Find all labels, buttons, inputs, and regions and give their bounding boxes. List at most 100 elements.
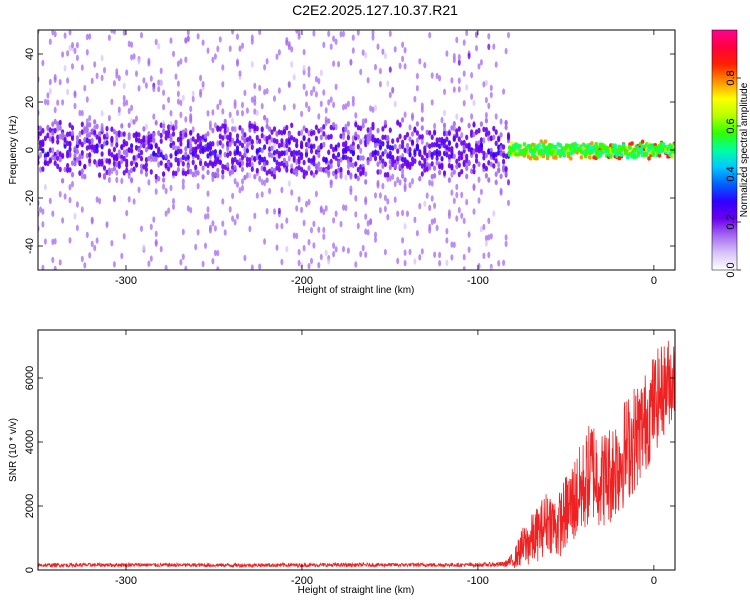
spectrogram-cell (302, 48, 306, 56)
spectrogram-cell (452, 169, 456, 175)
spectrogram-cell (216, 266, 220, 270)
spectrogram-cell (415, 85, 419, 92)
spectrogram-y-label: Frequency (Hz) (8, 116, 19, 185)
spectrogram-cell (120, 177, 124, 185)
spectrogram-cell (452, 135, 456, 142)
spectrogram-cell (260, 191, 264, 198)
spectrogram-cell (73, 91, 77, 99)
spectrogram-cell (137, 58, 141, 65)
spectrogram-cell (275, 159, 279, 166)
spectrogram-cell (199, 160, 203, 167)
spectrogram-cell (260, 102, 264, 110)
spectrogram-cell (376, 182, 380, 189)
spectrogram-cell (282, 129, 286, 135)
spectrogram-cell (388, 30, 392, 37)
spectrogram-cell (162, 177, 166, 183)
spectrogram-cell (241, 110, 244, 117)
spectrogram-cell (282, 162, 286, 168)
spectrogram-cell (263, 161, 267, 167)
spectrogram-cell (189, 207, 193, 214)
spectrogram-cell (139, 163, 144, 170)
spectrogram-cell (285, 160, 289, 167)
spectrogram-cell (295, 138, 299, 144)
spectrogram-cell (457, 162, 461, 168)
spectrogram-cell (440, 156, 444, 162)
spectrogram-cell (280, 258, 284, 266)
spectrogram-cell (403, 185, 407, 193)
spectrogram-cell (181, 178, 185, 185)
spectrogram-cell (253, 212, 257, 220)
spectrogram-cell (499, 173, 503, 180)
spectrogram-cell (238, 162, 242, 168)
spectrogram-cell (378, 81, 382, 88)
spectrogram-cell (341, 154, 346, 161)
spectrogram-cell (497, 144, 501, 151)
spectrogram-cell (537, 143, 541, 148)
spectrogram-cell (270, 152, 274, 159)
spectrogram-cell (304, 148, 309, 154)
spectrogram-cell (371, 151, 375, 158)
spectrogram-cell (272, 126, 277, 132)
spectrogram-cell (506, 132, 511, 139)
spectrogram-cell (378, 169, 382, 175)
spectrogram-cell (366, 138, 370, 145)
spectrogram-cell (423, 162, 427, 168)
spectrogram-cell (494, 129, 498, 135)
spectrogram-cell (327, 99, 331, 106)
spectrogram-cell (322, 208, 326, 216)
spectrogram-cell (208, 160, 212, 166)
spectrogram-cell (112, 128, 116, 135)
spectrogram-cell (241, 101, 244, 109)
spectrogram-cell (344, 154, 348, 161)
spectrogram-cell (479, 226, 483, 233)
spectrogram-cell (359, 147, 363, 154)
spectrogram-cell (494, 158, 498, 164)
spectrogram-cell (408, 124, 412, 131)
spectrogram-cell (167, 207, 171, 214)
spectrogram-cell (194, 152, 198, 158)
spectrogram-cell (455, 113, 459, 120)
spectrogram-cell (322, 167, 326, 173)
spectrogram-cell (430, 134, 434, 140)
spectrogram-cell (231, 30, 235, 35)
spectrogram-cell (337, 151, 341, 158)
spectrogram-cell (300, 110, 304, 118)
spectrogram-cell (295, 150, 299, 156)
spectrogram-cell (181, 253, 185, 260)
spectrogram-cell (216, 140, 220, 147)
spectrogram-cell (268, 187, 272, 195)
spectrogram-cell (238, 151, 242, 157)
spectrogram-cell (127, 122, 131, 129)
spectrogram-cell (452, 241, 456, 248)
spectrogram-cell (154, 120, 158, 126)
spectrogram-cell (492, 163, 496, 169)
spectrogram-cell (472, 168, 476, 175)
spectrogram-cell (307, 71, 311, 78)
spectrogram-cell (452, 197, 456, 204)
spectrogram-cell (435, 160, 439, 166)
spectrogram-cell (241, 42, 244, 49)
spectrogram-cell (364, 213, 368, 220)
spectrogram-cell (80, 255, 84, 263)
spectrogram-cell (147, 144, 151, 150)
spectrogram-cell (194, 146, 198, 153)
spectrogram-cell (462, 217, 466, 225)
spectrogram-cell (391, 173, 395, 180)
spectrogram-cell (307, 239, 311, 246)
spectrogram-cell (462, 153, 466, 160)
spectrogram-cell (474, 129, 479, 135)
spectrogram-cell (292, 149, 296, 156)
spectrogram-cell (115, 169, 119, 176)
spectrogram-cell (383, 248, 387, 256)
spectrogram-cell (250, 166, 254, 172)
spectrogram-cell (312, 220, 316, 228)
spectrogram-cell (39, 151, 42, 159)
spectrogram-cell (134, 131, 139, 138)
spectrogram-cell (428, 227, 432, 234)
spectrogram-cell (309, 144, 314, 150)
spectrogram-cell (41, 141, 45, 147)
spectrogram-cell (305, 200, 308, 208)
spectrogram-cell (346, 145, 350, 152)
spectrogram-cell (319, 142, 323, 149)
